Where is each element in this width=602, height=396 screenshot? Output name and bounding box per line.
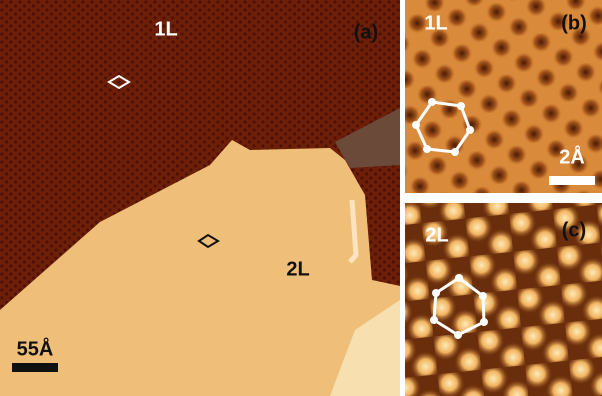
figure: 1L 2L (a) 55Å 1L (b) 2Å 2L (c)	[0, 0, 602, 396]
scale-bar	[549, 176, 595, 185]
layer-label: 2L	[425, 224, 448, 246]
panel-tag: (c)	[562, 219, 586, 241]
layer-label: 1L	[154, 18, 177, 40]
scale-bar	[12, 363, 58, 372]
panel-a: 1L 2L (a) 55Å	[0, 0, 400, 396]
panel-b: 1L (b) 2Å	[405, 0, 602, 193]
scale-label: 2Å	[559, 144, 585, 168]
panel-c: 2L (c)	[405, 203, 602, 396]
layer-label: 2L	[286, 258, 309, 280]
panel-tag: (a)	[354, 21, 378, 43]
layer-label: 1L	[424, 12, 447, 34]
scale-label: 55Å	[17, 336, 54, 360]
panel-tag: (b)	[561, 12, 587, 34]
